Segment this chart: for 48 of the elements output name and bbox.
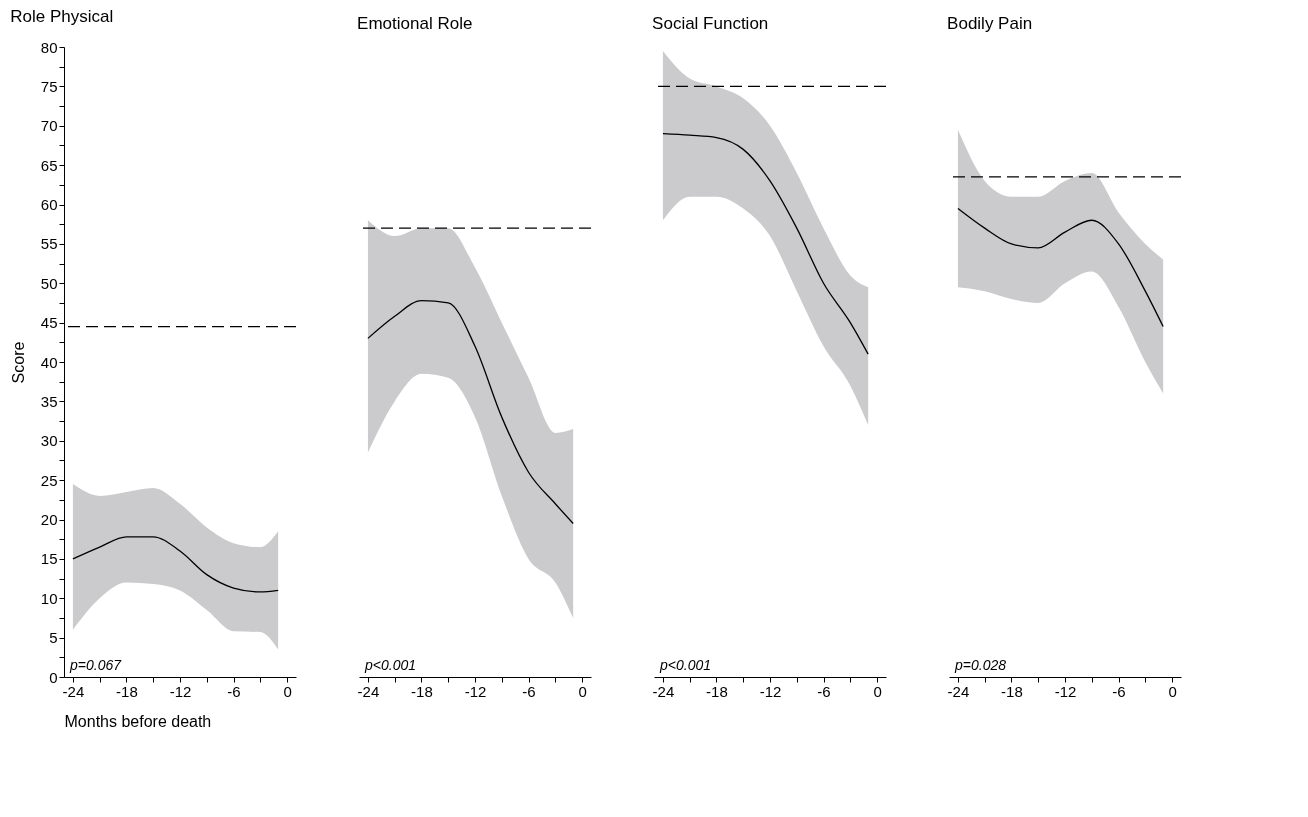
x-tick-label: -12: [169, 682, 192, 700]
x-tick-label: -12: [1054, 682, 1077, 700]
y-tick-label: 5: [49, 629, 58, 647]
x-tick-label: -12: [464, 682, 487, 700]
x-tick-label: -12: [759, 682, 782, 700]
x-tick-label: 0: [1168, 682, 1177, 700]
y-tick-label: 45: [40, 314, 58, 332]
x-axis-title: Months before death: [64, 712, 212, 730]
y-tick-label: 80: [40, 38, 58, 56]
chart-title: Emotional Role: [357, 14, 473, 33]
x-tick-label: -18: [116, 682, 138, 700]
y-tick-label: 15: [40, 550, 58, 568]
y-tick-label: 35: [40, 392, 58, 410]
chart-title: Social Function: [652, 14, 769, 33]
y-tick-label: 30: [40, 432, 58, 450]
y-tick-label: 55: [40, 235, 58, 253]
x-tick-label: -6: [227, 682, 241, 700]
x-tick-label: -24: [947, 682, 970, 700]
x-tick-label: -6: [1112, 682, 1126, 700]
x-tick-label: -24: [62, 682, 85, 700]
chart-title: Bodily Pain: [947, 14, 1033, 33]
y-tick-label: 25: [40, 471, 58, 489]
x-tick-label: 0: [873, 682, 882, 700]
y-tick-label: 75: [40, 77, 58, 95]
x-tick-label: -24: [357, 682, 380, 700]
x-tick-label: -6: [817, 682, 831, 700]
x-tick-label: 0: [578, 682, 587, 700]
x-tick-label: -18: [706, 682, 728, 700]
annotation: p=0.067: [69, 657, 123, 673]
x-tick-label: -18: [411, 682, 433, 700]
annotation: p=0.028: [954, 657, 1007, 673]
y-axis-title: Score: [9, 341, 27, 384]
y-tick-label: 65: [40, 156, 58, 174]
y-tick-label: 10: [40, 589, 58, 607]
x-tick-label: 0: [283, 682, 292, 700]
y-tick-label: 40: [40, 353, 58, 371]
annotation: p<0.001: [364, 657, 416, 673]
y-tick-label: 20: [40, 511, 58, 528]
x-tick-label: -6: [522, 682, 536, 700]
y-tick-label: 70: [40, 117, 58, 135]
annotation: p<0.001: [659, 657, 711, 673]
chart-title: Role Physical: [10, 7, 114, 26]
x-tick-label: -18: [1001, 682, 1023, 700]
line-series: [72, 536, 279, 593]
x-tick-label: -24: [652, 682, 675, 700]
y-tick-label: 0: [49, 668, 58, 686]
y-tick-label: 50: [40, 274, 58, 292]
y-tick-label: 60: [40, 196, 58, 213]
